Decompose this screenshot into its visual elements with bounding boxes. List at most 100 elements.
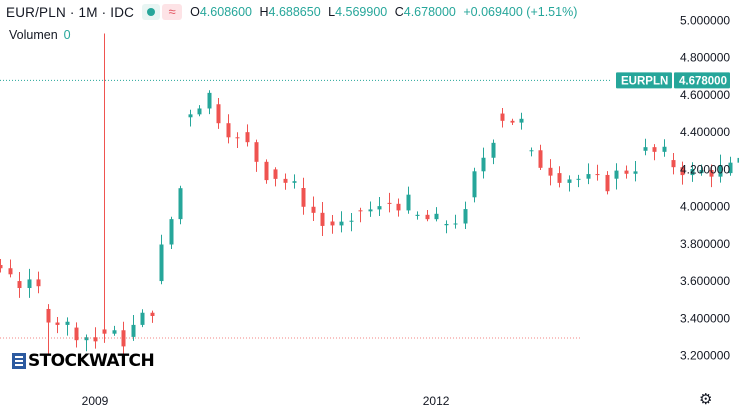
ohlc-values: O4.608600 H4.688650 L4.569900 C4.678000 …	[190, 5, 578, 19]
candle-body	[46, 308, 51, 323]
candle-body	[690, 169, 695, 176]
symbol-badge	[616, 72, 672, 89]
gear-icon[interactable]: ⚙	[699, 391, 713, 408]
price-axis[interactable]: 5.000000 4.800000 4.600000 4.400000 4.200000…	[616, 14, 730, 363]
candle	[55, 317, 60, 334]
candle	[0, 259, 3, 273]
candle	[169, 216, 174, 249]
wave-icon[interactable]: ≈	[162, 4, 183, 20]
candle	[557, 166, 562, 188]
candle	[699, 164, 704, 176]
candle-body	[718, 165, 723, 177]
candle-body	[680, 167, 685, 176]
candle-body	[453, 223, 458, 225]
candle-body	[188, 114, 193, 118]
candle	[188, 109, 193, 127]
volume-value: 0	[63, 28, 71, 42]
price-levels	[0, 79, 612, 339]
candle	[690, 162, 695, 182]
candle	[586, 163, 591, 185]
candle	[311, 196, 316, 222]
candlesticks	[0, 33, 739, 356]
candle	[519, 112, 524, 130]
candle-body	[74, 327, 79, 341]
candle	[728, 156, 733, 176]
candle	[301, 177, 306, 215]
candle-body	[491, 142, 496, 158]
candle-body	[339, 221, 344, 226]
candle-body	[292, 181, 297, 183]
candle-body	[377, 206, 382, 210]
low-value: 4.569900	[335, 5, 388, 19]
candle	[8, 259, 13, 278]
candle-body	[235, 137, 240, 139]
candle	[453, 214, 458, 229]
candle	[491, 139, 496, 165]
candle-body	[207, 92, 212, 109]
candle-body	[519, 118, 524, 123]
candle-body	[643, 147, 648, 151]
close-value: 4.678000	[403, 5, 456, 19]
price-tick-label: 4.200000	[680, 162, 730, 176]
candle	[529, 147, 534, 157]
candle-body	[283, 178, 288, 183]
candle	[65, 317, 70, 336]
volume-label: Volumen	[9, 28, 58, 42]
candle	[652, 144, 657, 161]
candle	[264, 159, 269, 184]
candle	[406, 186, 411, 214]
candle-body	[254, 142, 259, 162]
candle	[643, 138, 648, 156]
candle-body	[652, 147, 657, 152]
candle-body	[159, 244, 164, 282]
candle	[463, 201, 468, 230]
candle	[481, 147, 486, 179]
candle	[254, 139, 259, 172]
candle	[444, 220, 449, 234]
candle-body	[406, 194, 411, 211]
candle-body	[245, 132, 250, 143]
candle-body	[425, 214, 430, 220]
high-value: 4.688650	[268, 5, 321, 19]
candle-body	[737, 157, 739, 163]
source-dot-icon[interactable]	[142, 4, 161, 20]
candle	[434, 207, 439, 222]
symbol-title[interactable]: EUR/PLN · 1M · IDC	[6, 4, 135, 20]
candle-body	[55, 322, 60, 325]
candle	[548, 159, 553, 186]
volume-legend[interactable]: Volumen 0	[9, 28, 71, 42]
candle-body	[500, 113, 505, 121]
candle	[84, 334, 89, 352]
logo-icon	[12, 353, 26, 369]
logo-text: STOCKWATCH	[28, 351, 155, 371]
candle	[235, 132, 240, 148]
candle	[718, 154, 723, 183]
candle-body	[557, 173, 562, 183]
candle-body	[17, 281, 22, 289]
candle	[150, 310, 155, 323]
candle-body	[709, 170, 714, 177]
time-axis[interactable]: 200920122015201820212024	[82, 394, 739, 408]
candle	[197, 105, 202, 117]
candle	[112, 325, 117, 336]
candle-body	[311, 206, 316, 213]
candle-body	[472, 171, 477, 198]
candle-body	[510, 120, 515, 123]
candle	[425, 210, 430, 222]
candle	[159, 234, 164, 285]
candle	[358, 207, 363, 223]
candle-body	[548, 167, 553, 176]
candle-body	[36, 279, 41, 287]
candle-body	[614, 170, 619, 179]
price-tick-label: 4.000000	[680, 200, 730, 214]
candle	[662, 139, 667, 157]
candle	[46, 304, 51, 356]
candle-body	[150, 312, 155, 316]
candle-body	[415, 214, 420, 216]
candle-body	[178, 188, 183, 220]
candle-body	[699, 170, 704, 174]
candle-body	[633, 171, 638, 174]
candle	[226, 114, 231, 144]
candle	[605, 171, 610, 195]
